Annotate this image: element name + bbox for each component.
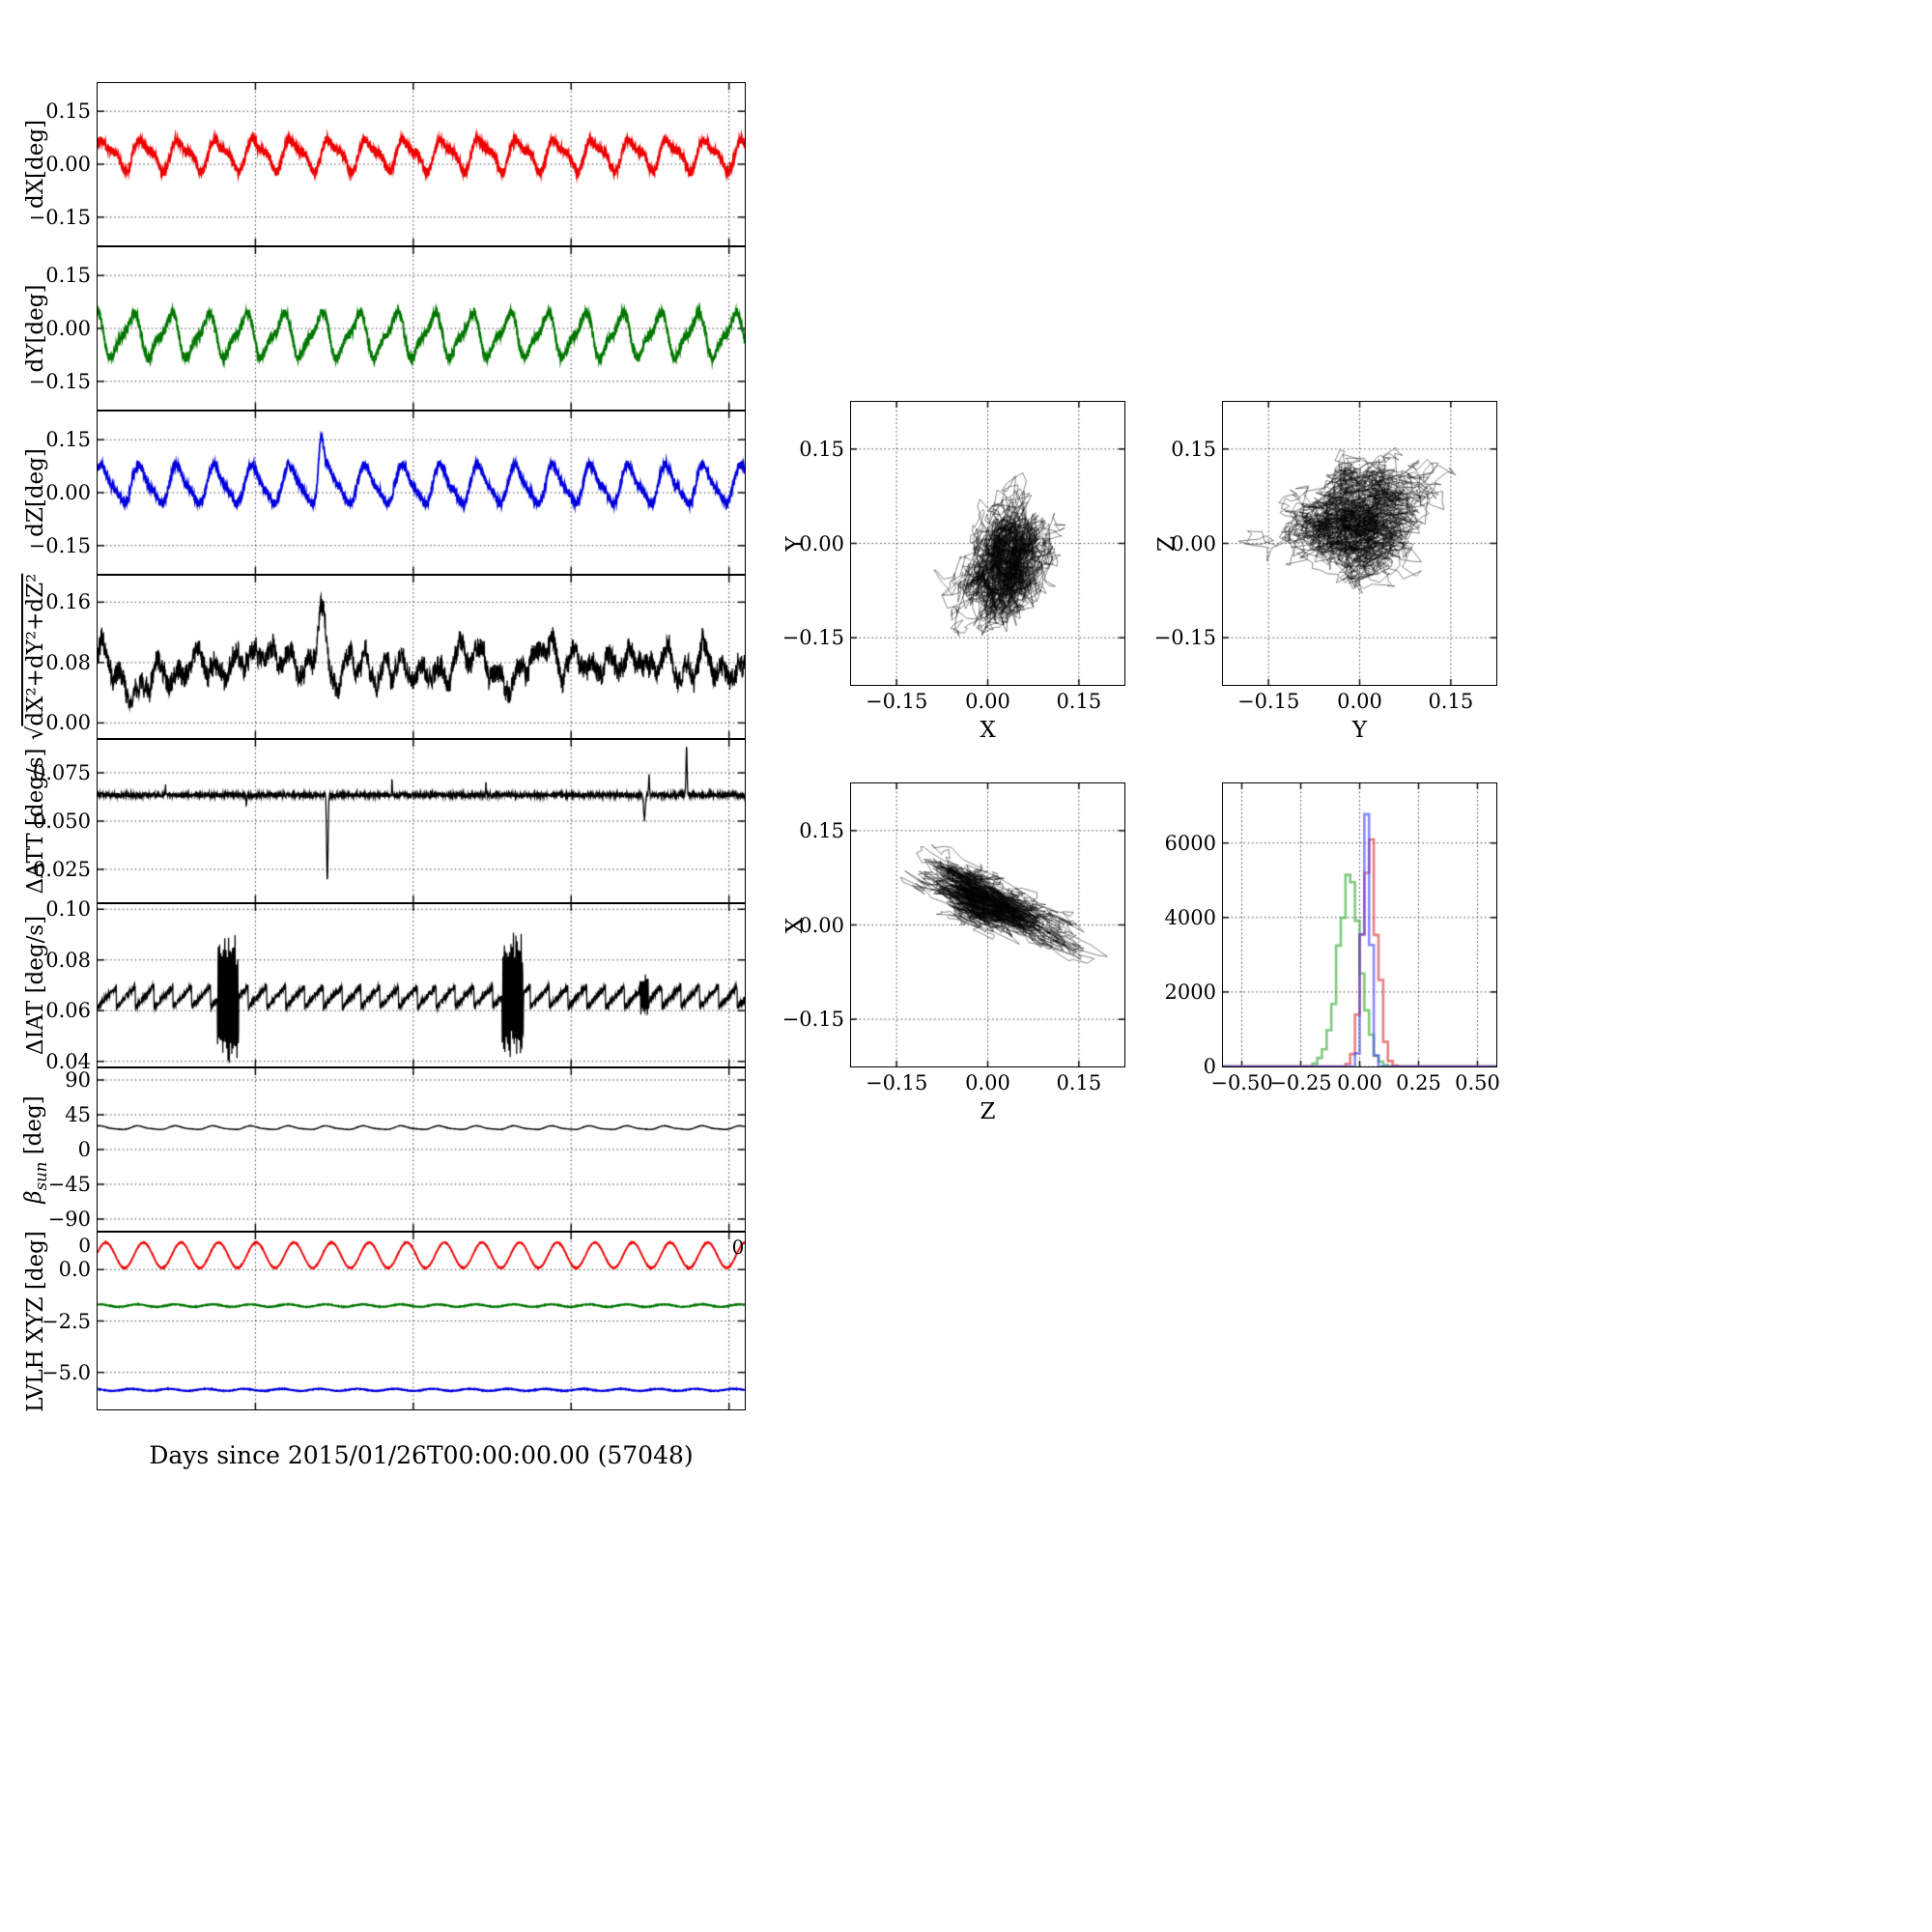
tick-label: 0.15 — [1056, 1071, 1102, 1094]
tick-label: 0.15 — [45, 428, 91, 452]
tick-label: 0.15 — [1171, 437, 1216, 461]
xlabel-z: Z — [980, 1099, 996, 1124]
tick-label: 0 — [77, 1138, 91, 1161]
tick-label: −0.15 — [28, 205, 91, 229]
tick-label: 0.15 — [799, 437, 844, 461]
tick-label: 0.00 — [1337, 1071, 1382, 1094]
stray-tick-label: 0 — [78, 1234, 91, 1257]
tick-label: 0.0 — [58, 1258, 91, 1282]
tick-label: 0.15 — [799, 818, 844, 842]
tick-label: 0.00 — [965, 690, 1010, 713]
tick-label: 2000 — [1164, 980, 1216, 1004]
tick-label: 6000 — [1164, 831, 1216, 855]
scatter-x-vs-z-canvas — [851, 783, 1124, 1066]
dy-timeseries-canvas — [98, 247, 745, 410]
tick-label: 0.16 — [45, 590, 91, 614]
tick-label: −0.15 — [1153, 626, 1216, 650]
tick-label: −0.15 — [865, 1071, 928, 1094]
histogram-canvas — [1223, 783, 1496, 1066]
tick-label: −0.15 — [1236, 690, 1300, 713]
x-axis-label: Days since 2015/01/26T00:00:00.00 (57048… — [149, 1441, 694, 1469]
panel-magnitude: √dX²+dY²+dZ² 0.16 0.08 0.00 — [23, 574, 746, 740]
panel-histogram: 0 2000 4000 6000 −0.50 −0.25 0.00 0.25 0.50 — [1165, 782, 1500, 1094]
tick-label: 0.00 — [45, 317, 91, 340]
dx-timeseries-canvas — [98, 83, 745, 245]
panel-dy: dY[deg] 0.15 0.00 −0.15 — [23, 246, 746, 411]
tick-label: −0.15 — [28, 533, 91, 557]
panel-dz: dZ[deg] 0.15 0.00 −0.15 — [23, 411, 746, 575]
tick-label: −0.15 — [781, 1008, 844, 1032]
tick-label: 0.00 — [45, 481, 91, 504]
tick-label: −0.25 — [1269, 1071, 1332, 1094]
xlabel-y: Y — [1351, 718, 1368, 743]
tick-label: 0.00 — [45, 711, 91, 735]
tick-label: −90 — [47, 1208, 91, 1231]
tick-label: 0.00 — [1337, 690, 1382, 713]
tick-label: −2.5 — [42, 1309, 91, 1333]
tick-label: −5.0 — [42, 1360, 91, 1384]
delta-iat-timeseries-canvas — [98, 904, 745, 1066]
tick-label: 0.08 — [45, 948, 91, 972]
tick-label: 0.50 — [1455, 1071, 1500, 1094]
scatter-z-vs-y-canvas — [1223, 402, 1496, 685]
tick-label: 45 — [65, 1103, 91, 1126]
panel-scatter-z-vs-y: Z Y −0.15 −0.15 0.00 0.00 0.15 0.15 — [1154, 401, 1497, 743]
panel-delta-iat: ΔIAT [deg/s] 0.10 0.08 0.06 0.04 — [23, 898, 746, 1072]
stray-tick-label: 0 — [731, 1236, 745, 1259]
tick-label: 0.00 — [965, 1071, 1010, 1094]
tick-label: 0.06 — [45, 999, 91, 1023]
tick-label: 90 — [65, 1068, 91, 1092]
dz-timeseries-canvas — [98, 412, 745, 574]
panel-scatter-x-vs-z: X Z −0.15 −0.15 0.00 0.00 0.15 0.15 — [782, 782, 1125, 1124]
panel-dx: dX[deg] 0.15 0.00 −0.15 — [23, 82, 746, 246]
tick-label: 4000 — [1164, 905, 1216, 929]
tick-label: 0.10 — [45, 897, 91, 922]
scatter-y-vs-x-canvas — [851, 402, 1124, 685]
ylabel-delta-iat: ΔIAT [deg/s] — [23, 915, 48, 1056]
tick-label: −45 — [47, 1173, 91, 1196]
lvlh-xyz-timeseries-canvas — [98, 1233, 745, 1409]
tick-label: −0.15 — [28, 369, 91, 393]
tick-label: 0.00 — [799, 913, 844, 937]
tick-label: 0.08 — [45, 650, 91, 674]
tick-label: 0.25 — [1396, 1071, 1441, 1094]
tick-label: 0.15 — [45, 264, 91, 288]
panel-delta-att: ΔATT [deg/s] 0.075 0.050 0.025 — [23, 739, 746, 903]
panel-lvlh-xyz: LVLH XYZ [deg] 0.0 −2.5 −5.0 — [23, 1231, 746, 1411]
tick-label: 0.15 — [1056, 690, 1102, 713]
delta-att-timeseries-canvas — [98, 740, 745, 902]
tick-label: 0.15 — [1428, 690, 1474, 713]
panel-beta-sun: βsun [deg] 90 45 0 −45 −90 — [21, 1067, 746, 1232]
tick-label: 0.025 — [32, 858, 91, 881]
tick-label: −0.15 — [781, 626, 844, 650]
tick-label: 0.04 — [45, 1049, 91, 1073]
magnitude-timeseries-canvas — [98, 576, 745, 738]
tick-label: −0.50 — [1210, 1071, 1273, 1094]
tick-label: 0.15 — [45, 99, 91, 124]
tick-label: 0.00 — [799, 531, 844, 555]
tick-label: 0.050 — [32, 810, 91, 833]
tick-label: 0 — [1203, 1055, 1216, 1078]
tick-label: 0.00 — [1171, 531, 1216, 555]
beta-sun-timeseries-canvas — [98, 1068, 745, 1231]
tick-label: 0.075 — [32, 761, 91, 784]
tick-label: 0.00 — [45, 153, 91, 176]
tick-label: −0.15 — [865, 690, 928, 713]
panel-scatter-y-vs-x: Y X −0.15 −0.15 0.00 0.00 0.15 0.15 — [782, 401, 1125, 743]
xlabel-x: X — [980, 718, 996, 743]
